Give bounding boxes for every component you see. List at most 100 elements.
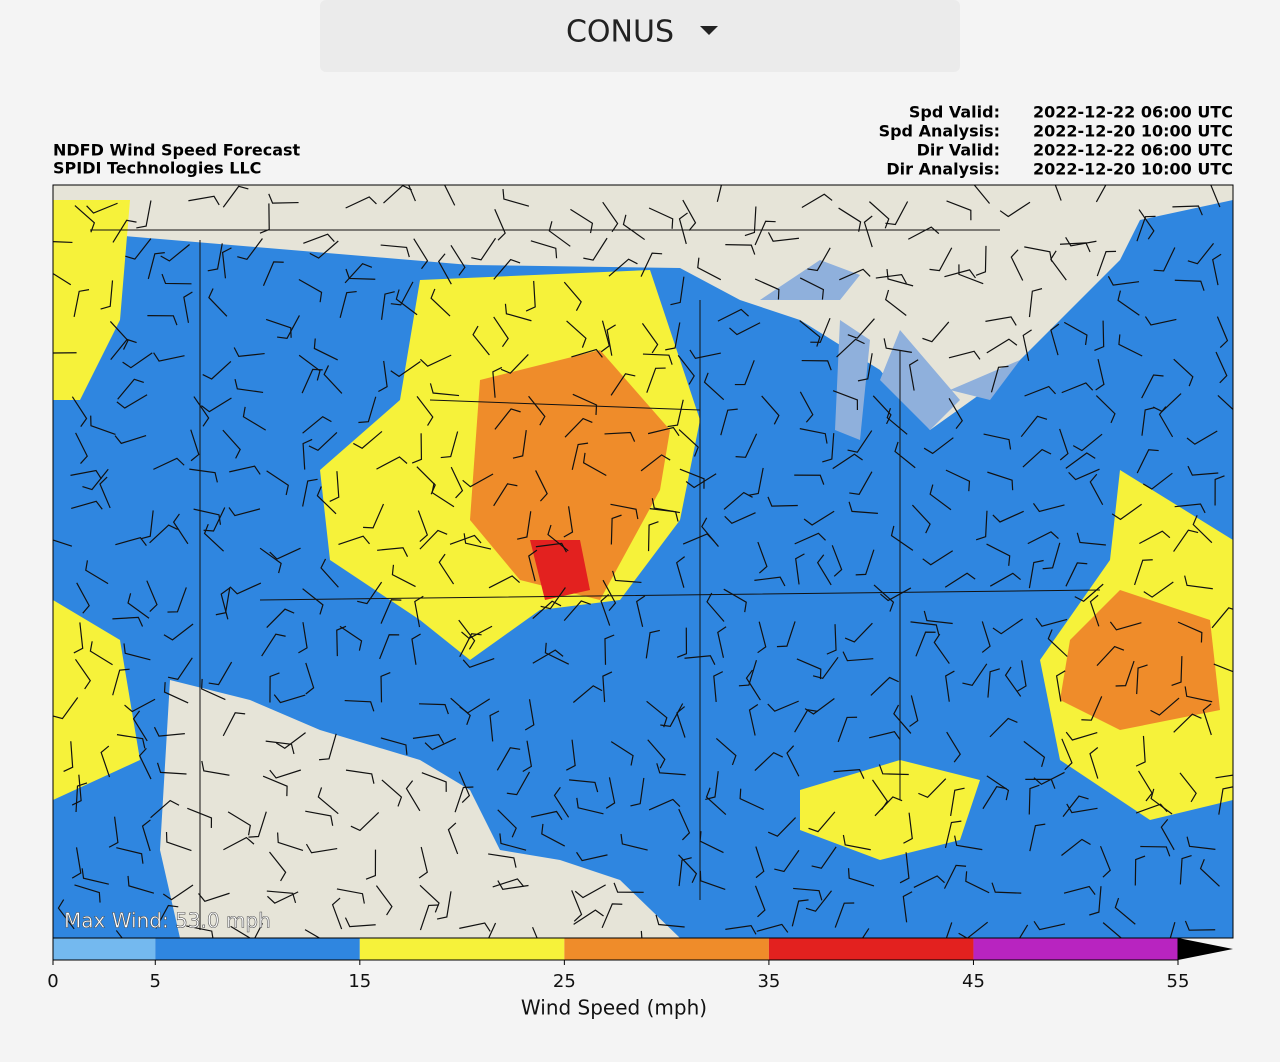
- wind-barb: [946, 200, 972, 221]
- wind-barb: [572, 685, 603, 703]
- dropdown[interactable]: [320, 0, 960, 72]
- wind-barb: [734, 360, 755, 386]
- wind-barb: [656, 763, 686, 776]
- wind-barb: [116, 847, 144, 864]
- dropdown-label[interactable]: CONUS: [566, 15, 674, 50]
- wind-barb: [748, 704, 759, 736]
- wind-barb: [1187, 465, 1219, 476]
- wind-barb: [1050, 323, 1060, 356]
- wind-barb: [390, 281, 414, 306]
- wind-barb: [767, 700, 799, 712]
- wind-barb: [885, 201, 909, 226]
- wind-barb: [943, 864, 967, 889]
- wind-barb: [528, 395, 546, 426]
- wind-barb: [965, 871, 990, 894]
- wind-barb: [958, 921, 989, 938]
- wind-barb: [411, 633, 421, 665]
- wind-barb: [805, 890, 833, 912]
- wind-barb: [336, 625, 347, 657]
- wind-barb: [125, 238, 152, 260]
- time-value: 2022-12-22 06:00 UTC: [1033, 141, 1233, 160]
- wind-barb: [187, 807, 213, 828]
- wind-barb: [574, 884, 606, 899]
- wind-barb: [535, 542, 567, 553]
- wind-barb: [799, 428, 828, 444]
- wind-barb: [345, 268, 376, 280]
- wind-barb: [1217, 394, 1233, 423]
- wind-barb: [1018, 924, 1029, 938]
- wind-barb: [563, 506, 574, 538]
- wind-barb: [1212, 253, 1222, 286]
- wind-barb: [411, 433, 423, 464]
- wind-barb: [1042, 542, 1061, 570]
- wind-barb: [986, 338, 1018, 354]
- wind-barb: [755, 846, 765, 879]
- wind-barb: [1095, 395, 1116, 424]
- wind-barb: [757, 541, 768, 574]
- wind-barb: [799, 320, 821, 347]
- wind-barb: [127, 875, 155, 894]
- wind-barb: [878, 764, 909, 776]
- wind-barb: [89, 641, 113, 666]
- wind-barb: [754, 885, 766, 918]
- wind-barb: [114, 434, 147, 445]
- wind-barb: [363, 503, 385, 529]
- wind-barb: [547, 524, 569, 552]
- wind-barb: [461, 625, 493, 640]
- wind-barb: [193, 396, 210, 427]
- wind-barb: [1215, 774, 1233, 779]
- wind-barb: [100, 745, 111, 778]
- wind-barb: [418, 846, 428, 879]
- wind-barb: [697, 257, 722, 281]
- wind-barb: [74, 205, 96, 233]
- wind-barb: [459, 922, 491, 932]
- wind-barb: [1102, 922, 1123, 938]
- wind-barb: [153, 457, 185, 470]
- wind-barb: [894, 441, 916, 469]
- wind-barb: [636, 595, 646, 627]
- wind-barb: [172, 513, 189, 545]
- wind-barb: [678, 854, 698, 883]
- wind-barb: [1107, 276, 1140, 286]
- wind-barb: [944, 820, 962, 848]
- wind-barb: [1068, 468, 1100, 481]
- wind-barb: [353, 430, 383, 449]
- wind-barb: [945, 469, 971, 492]
- wind-barb: [1062, 795, 1089, 817]
- wind-barb: [116, 734, 146, 749]
- wind-barb: [535, 470, 548, 502]
- dropdown-arrow[interactable]: [700, 26, 718, 35]
- wind-barb: [323, 365, 343, 394]
- wind-barb: [150, 799, 180, 819]
- wind-barb: [1136, 449, 1159, 474]
- wind-barb: [811, 846, 837, 869]
- wind-barb: [85, 560, 109, 585]
- wind-barb: [975, 510, 988, 541]
- wind-barb: [1211, 607, 1233, 629]
- wind-barb: [812, 656, 839, 680]
- wind-barb: [647, 426, 680, 437]
- wind-barb: [153, 726, 185, 737]
- wind-barb: [875, 273, 907, 284]
- wind-barb: [301, 368, 323, 394]
- wind-barb: [1118, 334, 1143, 357]
- wind-barb: [958, 264, 984, 285]
- wind-barb: [1010, 249, 1024, 281]
- wind-barb: [53, 241, 73, 244]
- wind-barb: [380, 672, 391, 703]
- wind-barb: [640, 252, 663, 277]
- wind-barb: [500, 354, 529, 374]
- wind-barb: [201, 760, 230, 776]
- wind-barb: [190, 429, 200, 462]
- wind-barb: [436, 891, 452, 920]
- wind-barb: [676, 556, 686, 588]
- wind-barb: [413, 238, 429, 270]
- wind-barb: [991, 882, 1022, 894]
- wind-barb: [610, 503, 639, 520]
- wind-barb: [277, 315, 300, 339]
- wind-barb: [1138, 209, 1155, 240]
- wind-barb: [100, 280, 114, 310]
- wind-barb: [320, 558, 339, 588]
- wind-barb: [861, 928, 870, 938]
- wind-barb: [1117, 290, 1140, 316]
